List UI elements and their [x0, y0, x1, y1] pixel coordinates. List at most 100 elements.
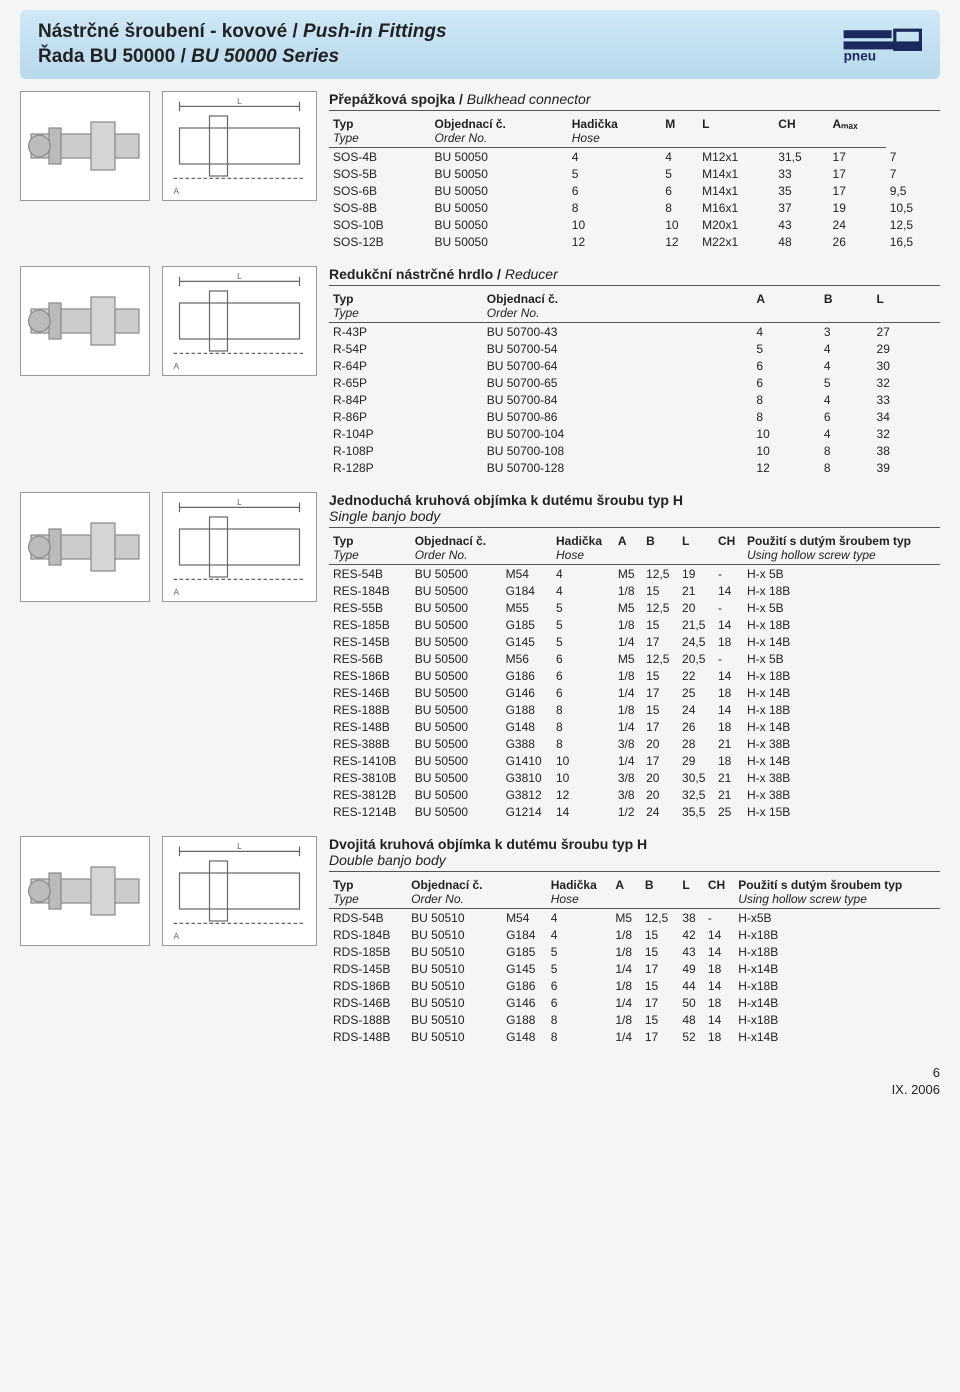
table-cell: BU 50700-43	[483, 323, 753, 341]
table-cell: H-x 18B	[743, 616, 940, 633]
table-cell: 35,5	[678, 803, 714, 820]
table-cell: 15	[641, 926, 679, 943]
table-cell: 4	[752, 323, 819, 341]
table-cell: 9,5	[886, 182, 940, 199]
table-cell: 12,5	[642, 565, 678, 583]
table-row: R-128PBU 50700-12812839	[329, 459, 940, 476]
table-cell: 44	[678, 977, 704, 994]
table-cell: 6	[547, 977, 612, 994]
table-cell: RDS-185B	[329, 943, 407, 960]
table-cell: BU 50700-64	[483, 357, 753, 374]
column-header: TypType	[329, 532, 411, 565]
table-cell: H-x14B	[734, 994, 940, 1011]
table-cell: 32	[873, 425, 940, 442]
column-header: HadičkaHose	[552, 532, 614, 565]
table-cell: 35	[774, 182, 828, 199]
table-cell: 15	[642, 582, 678, 599]
table-cell: BU 50500	[411, 599, 502, 616]
table-cell: 17	[829, 165, 886, 182]
table-cell: M54	[502, 909, 547, 927]
table-cell: 14	[714, 582, 743, 599]
table-cell: 5	[661, 165, 698, 182]
table-cell: 5	[547, 960, 612, 977]
table-cell: 5	[820, 374, 873, 391]
table-row: RES-186BBU 50500G18661/8152214H-x 18B	[329, 667, 940, 684]
table-cell: 20	[678, 599, 714, 616]
table-cell: BU 50700-128	[483, 459, 753, 476]
column-header: CH	[714, 532, 743, 565]
table-cell: R-128P	[329, 459, 483, 476]
table-cell: RES-1410B	[329, 752, 411, 769]
table-row: RES-55BBU 50500M555M512,520-H-x 5B	[329, 599, 940, 616]
table-cell: 17	[641, 994, 679, 1011]
table-cell: 1/8	[611, 977, 641, 994]
table-cell: R-84P	[329, 391, 483, 408]
svg-text:A: A	[174, 186, 180, 196]
table-cell: 10,5	[886, 199, 940, 216]
table-cell: 5	[568, 165, 661, 182]
table-cell: 38	[873, 442, 940, 459]
table-cell: 29	[678, 752, 714, 769]
table-cell: G146	[502, 994, 547, 1011]
table-cell: BU 50050	[431, 165, 568, 182]
table-cell: H-x 14B	[743, 633, 940, 650]
table-cell: G184	[502, 926, 547, 943]
table-cell: BU 50500	[411, 684, 502, 701]
table-cell: RES-55B	[329, 599, 411, 616]
table-cell: BU 50500	[411, 786, 502, 803]
table-cell: 1/8	[611, 1011, 641, 1028]
table-cell: 19	[678, 565, 714, 583]
table-cell: 8	[752, 408, 819, 425]
table-cell: 24	[642, 803, 678, 820]
table-cell: 26	[829, 233, 886, 250]
table-cell: 28	[678, 735, 714, 752]
table-cell: 14	[714, 616, 743, 633]
table-cell: 5	[547, 943, 612, 960]
table-cell: 17	[829, 182, 886, 199]
table-cell: 4	[661, 148, 698, 166]
table-cell: 8	[568, 199, 661, 216]
table-row: SOS-5BBU 5005055M14x133177	[329, 165, 940, 182]
table-cell: BU 50510	[407, 909, 502, 927]
table-cell: 32	[873, 374, 940, 391]
table-cell: 25	[678, 684, 714, 701]
section-title: Jednoduchá kruhová objímka k dutému šrou…	[329, 492, 940, 528]
table-cell: RES-1214B	[329, 803, 411, 820]
table-cell: BU 50510	[407, 943, 502, 960]
section-row: LAPřepážková spojka / Bulkhead connector…	[20, 91, 940, 250]
table-cell: SOS-6B	[329, 182, 431, 199]
table-cell: R-65P	[329, 374, 483, 391]
section-title: Přepážková spojka / Bulkhead connector	[329, 91, 940, 111]
column-header: Objednací č.Order No.	[407, 876, 502, 909]
column-header	[502, 876, 547, 909]
technical-drawing: LA	[162, 266, 317, 376]
table-cell: 48	[774, 233, 828, 250]
table-cell: BU 50500	[411, 769, 502, 786]
table-row: RDS-54BBU 50510M544M512,538-H-x5B	[329, 909, 940, 927]
table-cell: G148	[502, 1028, 547, 1045]
table-cell: G186	[502, 667, 552, 684]
technical-drawing: LA	[162, 492, 317, 602]
table-cell: SOS-8B	[329, 199, 431, 216]
svg-text:A: A	[174, 361, 180, 371]
table-cell: H-x18B	[734, 977, 940, 994]
table-cell: 10	[568, 216, 661, 233]
table-cell: BU 50500	[411, 667, 502, 684]
table-cell: 18	[714, 684, 743, 701]
table-cell: BU 50050	[431, 216, 568, 233]
table-cell: G145	[502, 960, 547, 977]
table-cell: BU 50510	[407, 1011, 502, 1028]
table-cell: 26	[678, 718, 714, 735]
table-cell: 4	[568, 148, 661, 166]
table-cell: 18	[704, 994, 734, 1011]
table-cell: RDS-188B	[329, 1011, 407, 1028]
product-photo	[20, 492, 150, 602]
table-cell: 49	[678, 960, 704, 977]
table-row: RDS-188BBU 50510G18881/8154814H-x18B	[329, 1011, 940, 1028]
table-cell: BU 50050	[431, 182, 568, 199]
table-row: SOS-6BBU 5005066M14x135179,5	[329, 182, 940, 199]
column-header: L	[678, 876, 704, 909]
table-cell: BU 50500	[411, 650, 502, 667]
table-cell: 15	[642, 701, 678, 718]
table-cell: 37	[774, 199, 828, 216]
